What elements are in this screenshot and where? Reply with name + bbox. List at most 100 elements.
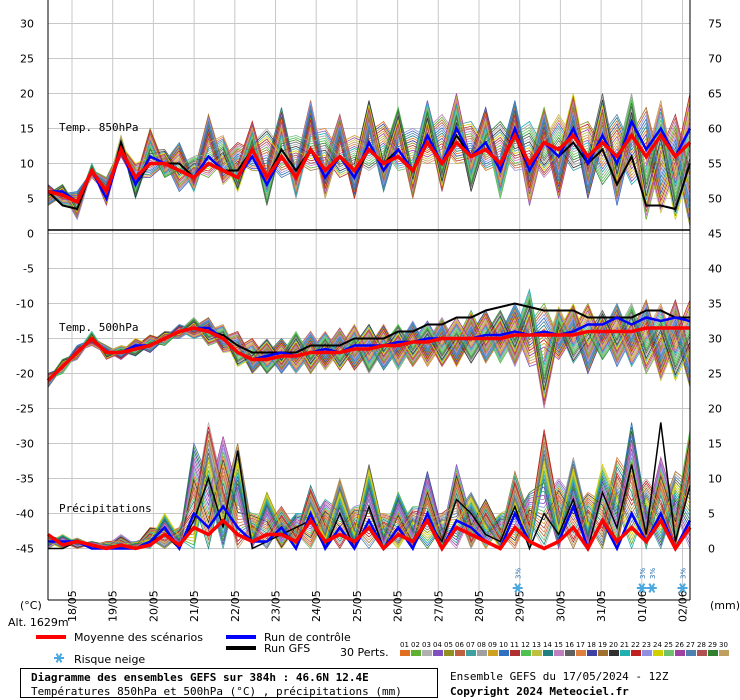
member-line (47, 93, 691, 203)
member-number: 25 (664, 641, 673, 649)
left-tick-label: -40 (16, 508, 34, 521)
left-tick-label: 15 (20, 123, 34, 136)
member-line (47, 302, 691, 387)
member-swatch (455, 650, 465, 656)
member-line (47, 102, 691, 205)
snowflake-icon (54, 653, 64, 663)
legend: Moyenne des scénarios Run de contrôle Ru… (36, 631, 729, 666)
right-tick-label: 70 (708, 53, 722, 66)
member-swatch (422, 650, 432, 656)
chart-subtitle: Températures 850hPa et 500hPa (°C) , pré… (31, 685, 402, 698)
legend-gfs-label: Run GFS (264, 642, 310, 655)
legend-mean-label: Moyenne des scénarios (74, 631, 203, 644)
chart-axes: 302520151050-5-10-15-20-25-30-35-40-4575… (16, 0, 722, 622)
legend-perts-label: 30 Perts. (340, 646, 389, 659)
snow-risk-label: 3% (649, 568, 657, 579)
left-unit-label: (°C) (20, 599, 42, 612)
member-line (47, 106, 691, 222)
member-number: 15 (554, 641, 563, 649)
left-tick-label: -10 (16, 298, 34, 311)
right-tick-label: 35 (708, 298, 722, 311)
chart-series (46, 118, 692, 552)
member-line (47, 303, 691, 386)
right-tick-label: 40 (708, 263, 722, 276)
right-unit-label: (mm) (710, 599, 740, 612)
member-swatch (565, 650, 575, 656)
member-swatch (532, 650, 542, 656)
member-number: 12 (521, 641, 530, 649)
member-number: 05 (444, 641, 453, 649)
date-label: 24/05 (310, 590, 323, 622)
member-swatch (664, 650, 674, 656)
snowflake-stroke (55, 653, 63, 663)
left-tick-label: 0 (27, 228, 34, 241)
date-label: 20/05 (147, 590, 160, 622)
member-swatch (444, 650, 454, 656)
member-swatch (466, 650, 476, 656)
snowflake-icon (512, 583, 523, 593)
precip-control-line (48, 502, 692, 552)
date-label: 25/05 (351, 590, 364, 622)
legend-control-label: Run de contrôle (264, 631, 351, 644)
right-tick-label: 30 (708, 333, 722, 346)
member-swatch (400, 650, 410, 656)
snowflake-stroke (679, 583, 686, 593)
member-swatch (543, 650, 553, 656)
date-label: 29/05 (514, 590, 527, 622)
member-swatch (708, 650, 718, 656)
left-tick-label: -25 (16, 403, 34, 416)
member-line (47, 102, 691, 209)
snowflake-icon (646, 583, 657, 593)
right-tick-label: 10 (708, 473, 722, 486)
title-box: Diagramme des ensembles GEFS sur 384h : … (20, 668, 438, 698)
date-label: 28/05 (473, 590, 486, 622)
snowflake-stroke (638, 583, 646, 593)
member-swatch (620, 650, 630, 656)
t500-label: Temp. 500hPa (59, 321, 138, 334)
right-tick-label: 65 (708, 88, 722, 101)
chart-title: Diagramme des ensembles GEFS sur 384h : … (31, 671, 369, 684)
member-swatch (631, 650, 641, 656)
copyright: Copyright 2024 Meteociel.fr (450, 685, 629, 698)
date-label: 26/05 (392, 590, 405, 622)
left-tick-label: 10 (20, 158, 34, 171)
right-tick-label: 5 (708, 508, 715, 521)
member-number: 13 (532, 641, 541, 649)
member-number: 08 (477, 641, 486, 649)
member-line (47, 302, 691, 377)
right-tick-label: 55 (708, 158, 722, 171)
member-number: 02 (411, 641, 420, 649)
member-swatch (411, 650, 421, 656)
member-number: 18 (587, 641, 596, 649)
member-line (47, 107, 691, 218)
snowflake-stroke (514, 583, 522, 593)
date-label: 22/05 (229, 590, 242, 622)
member-number: 30 (719, 641, 728, 649)
member-number: 16 (565, 641, 574, 649)
member-swatch (576, 650, 586, 656)
left-tick-label: 20 (20, 88, 34, 101)
member-number: 17 (576, 641, 585, 649)
snowflake-stroke (648, 583, 656, 593)
member-number: 09 (488, 641, 497, 649)
altitude-label: Alt. 1629m (8, 616, 69, 629)
legend-snow-label: Risque neige (74, 653, 145, 666)
member-number: 24 (653, 641, 662, 649)
member-number: 03 (422, 641, 431, 649)
member-line (47, 105, 691, 213)
member-swatch (510, 650, 520, 656)
date-label: 02/06 (677, 590, 690, 622)
snow-risk-label: 3% (639, 568, 647, 579)
member-swatch (554, 650, 564, 656)
member-number: 29 (708, 641, 717, 649)
date-label: 21/05 (188, 590, 201, 622)
left-tick-label: -45 (16, 543, 34, 556)
member-number: 20 (609, 641, 618, 649)
member-line (47, 302, 691, 377)
right-tick-label: 0 (708, 543, 715, 556)
member-number: 14 (543, 641, 552, 649)
t850-mean-line (47, 131, 692, 205)
right-tick-label: 75 (708, 18, 722, 31)
snowflake-icon (677, 583, 688, 593)
t850-label: Temp. 850hPa (59, 121, 138, 134)
